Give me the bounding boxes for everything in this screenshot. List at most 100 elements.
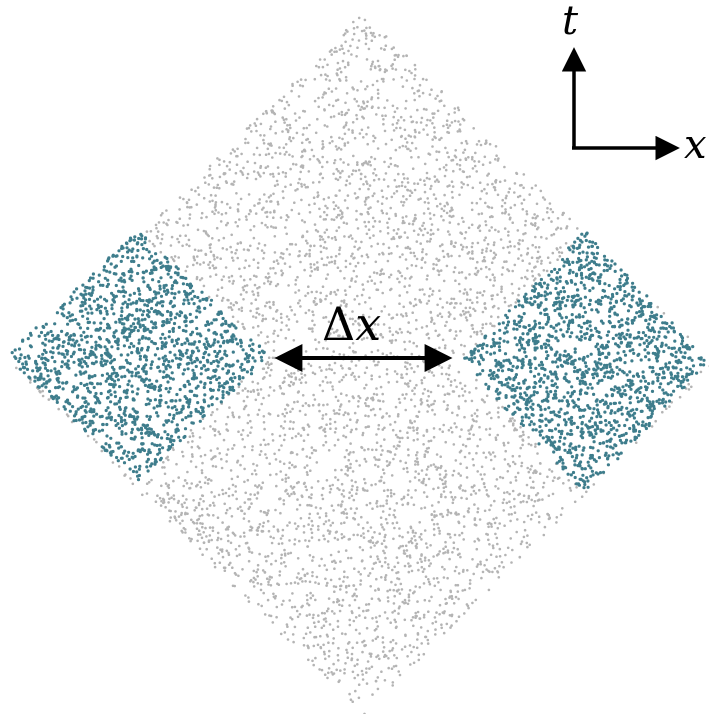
point (322, 624, 326, 627)
point (348, 623, 352, 627)
point (382, 504, 385, 508)
point (167, 483, 170, 487)
point (279, 537, 283, 540)
point (351, 237, 354, 240)
point (340, 503, 343, 506)
point (508, 464, 512, 468)
point (366, 163, 370, 166)
point (307, 645, 310, 649)
point (374, 589, 377, 592)
point (445, 320, 448, 324)
point (357, 322, 360, 325)
point (540, 235, 543, 239)
point (506, 462, 510, 466)
point (444, 324, 447, 328)
point (167, 330, 172, 334)
point (300, 141, 304, 145)
point (416, 561, 420, 565)
point (286, 638, 290, 641)
point (398, 592, 402, 595)
point (288, 153, 291, 157)
point (336, 61, 340, 65)
point (546, 206, 549, 210)
point (278, 574, 282, 577)
point (288, 599, 292, 602)
point (147, 433, 151, 437)
point (314, 131, 318, 135)
point (379, 516, 383, 519)
point (160, 346, 164, 350)
point (429, 233, 433, 236)
point (191, 440, 194, 443)
point (310, 446, 314, 449)
point (446, 126, 450, 129)
point (285, 582, 288, 586)
point (188, 213, 192, 216)
point (260, 402, 264, 406)
point (264, 453, 267, 456)
point (403, 340, 406, 344)
point (308, 248, 312, 252)
point (409, 564, 412, 568)
point (519, 500, 523, 504)
point (220, 335, 224, 340)
point (417, 653, 421, 657)
point (299, 165, 303, 168)
point (545, 211, 549, 214)
point (294, 189, 297, 192)
point (154, 296, 158, 300)
point (100, 373, 104, 377)
point (222, 438, 226, 442)
point (199, 455, 203, 458)
point (383, 106, 386, 110)
point (562, 482, 565, 485)
point (222, 236, 226, 240)
point (366, 280, 370, 283)
point (321, 143, 325, 146)
point (57, 407, 60, 411)
point (474, 492, 478, 495)
point (551, 492, 555, 496)
point (316, 195, 319, 199)
point (317, 403, 321, 406)
point (323, 108, 326, 111)
point (370, 597, 374, 600)
point (248, 550, 251, 553)
point (226, 415, 230, 419)
point (423, 567, 426, 571)
point (240, 433, 243, 437)
point (322, 316, 325, 320)
point (347, 235, 351, 239)
point (489, 249, 493, 253)
point (254, 578, 257, 581)
point (296, 498, 299, 501)
point (440, 207, 444, 211)
point (436, 109, 440, 113)
point (383, 535, 387, 539)
point (443, 393, 447, 397)
point (272, 592, 275, 596)
point (460, 216, 464, 220)
point (144, 358, 149, 362)
point (433, 533, 436, 537)
point (306, 241, 309, 245)
point (446, 185, 449, 188)
point (281, 412, 285, 416)
point (331, 483, 335, 487)
point (181, 244, 184, 248)
point (301, 426, 305, 430)
point (250, 472, 254, 476)
point (355, 275, 359, 278)
point (66, 349, 70, 353)
point (234, 485, 237, 488)
point (325, 213, 329, 217)
point (298, 378, 302, 381)
point (458, 164, 462, 167)
point (178, 387, 182, 392)
point (282, 499, 286, 502)
point (269, 125, 273, 128)
point (244, 404, 248, 408)
point (21, 362, 25, 366)
point (350, 428, 354, 432)
point (479, 329, 483, 333)
